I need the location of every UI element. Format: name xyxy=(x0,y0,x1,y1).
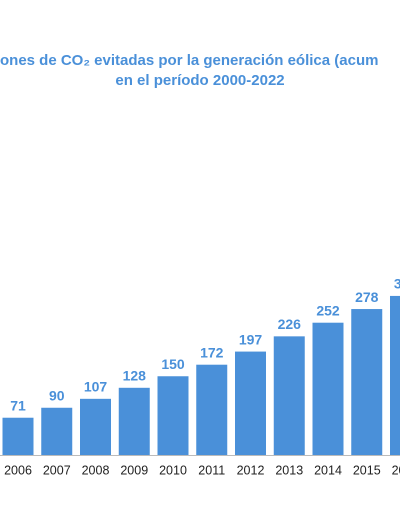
value-label: 71 xyxy=(10,397,26,413)
bar xyxy=(2,417,34,455)
value-label: 150 xyxy=(161,356,185,372)
x-tick-label: 2013 xyxy=(275,463,303,477)
chart-subtitle: en el período 2000-2022 xyxy=(115,72,284,89)
x-tick-label: 2010 xyxy=(159,463,187,477)
value-label: 226 xyxy=(278,316,302,332)
bar xyxy=(273,336,305,455)
value-label: 107 xyxy=(84,379,108,395)
value-label: 128 xyxy=(123,368,147,384)
x-tick-label: 2008 xyxy=(82,463,110,477)
x-tick-label: 2007 xyxy=(43,463,71,477)
bar xyxy=(196,364,228,455)
x-tick-label: 2012 xyxy=(237,463,265,477)
value-label: 252 xyxy=(316,302,340,318)
chart-title: ones de CO₂ evitadas por la generación e… xyxy=(0,52,378,69)
bar xyxy=(118,387,150,455)
bar xyxy=(312,322,344,455)
x-tick-label: 2009 xyxy=(120,463,148,477)
bar xyxy=(157,376,189,455)
x-tick-label: 2014 xyxy=(314,463,342,477)
value-label: 197 xyxy=(239,331,263,347)
value-label: 303 xyxy=(394,276,400,292)
x-tick-label: 2015 xyxy=(353,463,381,477)
bar xyxy=(390,295,400,455)
value-label: 90 xyxy=(49,387,65,403)
x-tick-label: 2016 xyxy=(392,463,400,477)
bar xyxy=(235,351,266,455)
value-label: 278 xyxy=(355,289,379,305)
x-tick-label: 2011 xyxy=(198,463,225,477)
bar xyxy=(80,398,111,455)
value-label: 172 xyxy=(200,344,224,360)
bar xyxy=(41,407,73,455)
bar xyxy=(351,309,383,455)
x-tick-label: 2006 xyxy=(4,463,32,477)
